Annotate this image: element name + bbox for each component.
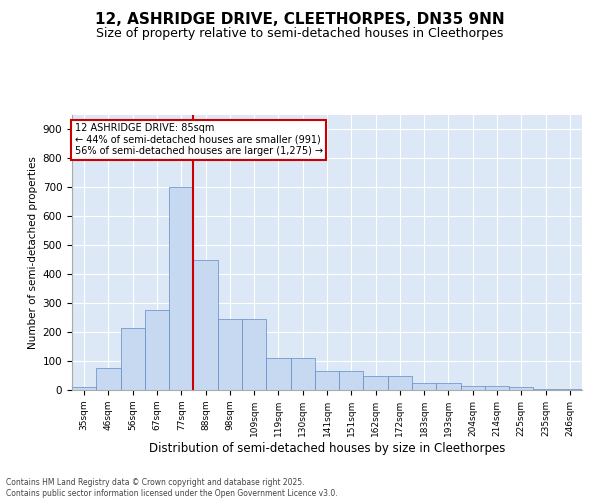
Bar	[315, 371, 339, 390]
Bar	[412, 383, 436, 390]
Bar	[509, 387, 533, 390]
Text: Size of property relative to semi-detached houses in Cleethorpes: Size of property relative to semi-detach…	[97, 28, 503, 40]
X-axis label: Distribution of semi-detached houses by size in Cleethorpes: Distribution of semi-detached houses by …	[149, 442, 505, 454]
Bar	[533, 388, 558, 390]
Bar	[461, 386, 485, 390]
Bar	[72, 387, 96, 390]
Bar	[242, 319, 266, 390]
Bar	[436, 383, 461, 390]
Bar	[364, 376, 388, 390]
Bar	[193, 260, 218, 390]
Bar	[121, 328, 145, 390]
Text: 12, ASHRIDGE DRIVE, CLEETHORPES, DN35 9NN: 12, ASHRIDGE DRIVE, CLEETHORPES, DN35 9N…	[95, 12, 505, 28]
Bar	[266, 358, 290, 390]
Bar	[96, 368, 121, 390]
Bar	[339, 371, 364, 390]
Bar	[169, 188, 193, 390]
Bar	[218, 319, 242, 390]
Bar	[290, 358, 315, 390]
Text: 12 ASHRIDGE DRIVE: 85sqm
← 44% of semi-detached houses are smaller (991)
56% of : 12 ASHRIDGE DRIVE: 85sqm ← 44% of semi-d…	[74, 123, 323, 156]
Bar	[485, 386, 509, 390]
Text: Contains HM Land Registry data © Crown copyright and database right 2025.
Contai: Contains HM Land Registry data © Crown c…	[6, 478, 338, 498]
Bar	[388, 376, 412, 390]
Bar	[145, 310, 169, 390]
Y-axis label: Number of semi-detached properties: Number of semi-detached properties	[28, 156, 38, 349]
